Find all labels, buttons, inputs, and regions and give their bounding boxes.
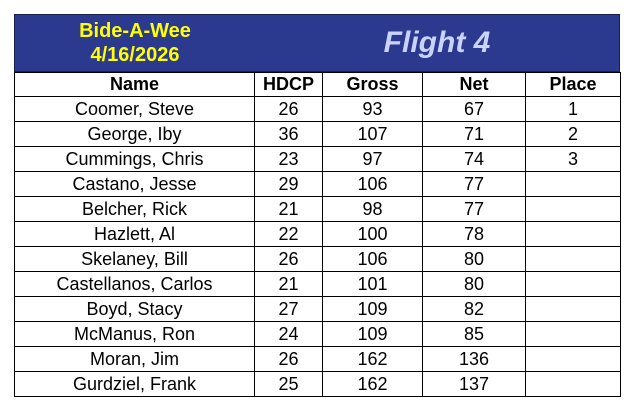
gross-score-cell: 106 (322, 171, 423, 197)
gross-score-cell: 106 (322, 246, 423, 272)
net-score-cell: 80 (422, 246, 526, 272)
place-cell (525, 246, 621, 272)
column-header-hdcp: HDCP (254, 72, 323, 97)
table-row: Cummings, Chris 23 97 74 3 (14, 146, 621, 172)
place-cell (525, 171, 621, 197)
net-score-cell: 80 (422, 271, 526, 297)
table-row: Coomer, Steve 26 93 67 1 (14, 96, 621, 122)
player-name: Hazlett, Al (14, 221, 255, 247)
net-score-cell: 77 (422, 171, 526, 197)
net-score-cell: 82 (422, 296, 526, 322)
table-row: Castellanos, Carlos 21 101 80 (14, 271, 621, 297)
handicap-cell: 24 (254, 321, 323, 347)
table-row: Hazlett, Al 22 100 78 (14, 221, 621, 247)
place-cell (525, 196, 621, 222)
header-row: Name HDCP Gross Net Place (14, 72, 621, 97)
gross-score-cell: 162 (322, 371, 423, 397)
net-score-cell: 67 (422, 96, 526, 122)
flight-title: Flight 4 (383, 26, 491, 59)
gross-score-cell: 162 (322, 346, 423, 372)
column-header-net: Net (422, 72, 526, 97)
column-header-place: Place (525, 72, 621, 97)
handicap-cell: 27 (254, 296, 323, 322)
table-row: Moran, Jim 26 162 136 (14, 346, 621, 372)
gross-score-cell: 109 (322, 296, 423, 322)
player-name: Boyd, Stacy (14, 296, 255, 322)
place-cell (525, 296, 621, 322)
results-sheet: Bide-A-Wee 4/16/2026 Flight 4 Name HDCP … (14, 14, 621, 397)
net-score-cell: 137 (422, 371, 526, 397)
table-row: McManus, Ron 24 109 85 (14, 321, 621, 347)
handicap-cell: 21 (254, 196, 323, 222)
table-row: Belcher, Rick 21 98 77 (14, 196, 621, 222)
player-name: Coomer, Steve (14, 96, 255, 122)
column-header-name: Name (14, 72, 255, 97)
net-score-cell: 77 (422, 196, 526, 222)
handicap-cell: 26 (254, 346, 323, 372)
results-table: Name HDCP Gross Net Place Coomer, Steve … (14, 72, 621, 397)
handicap-cell: 25 (254, 371, 323, 397)
gross-score-cell: 100 (322, 221, 423, 247)
player-name: Gurdziel, Frank (14, 371, 255, 397)
net-score-cell: 71 (422, 121, 526, 147)
table-row: Skelaney, Bill 26 106 80 (14, 246, 621, 272)
handicap-cell: 26 (254, 96, 323, 122)
place-cell: 3 (525, 146, 621, 172)
event-info: Bide-A-Wee 4/16/2026 (15, 15, 255, 71)
handicap-cell: 26 (254, 246, 323, 272)
net-score-cell: 85 (422, 321, 526, 347)
player-name: Castellanos, Carlos (14, 271, 255, 297)
gross-score-cell: 101 (322, 271, 423, 297)
table-row: George, Iby 36 107 71 2 (14, 121, 621, 147)
club-name: Bide-A-Wee (79, 20, 191, 42)
player-name: Skelaney, Bill (14, 246, 255, 272)
handicap-cell: 23 (254, 146, 323, 172)
event-date: 4/16/2026 (90, 44, 180, 66)
table-row: Castano, Jesse 29 106 77 (14, 171, 621, 197)
place-cell (525, 371, 621, 397)
player-name: Castano, Jesse (14, 171, 255, 197)
handicap-cell: 21 (254, 271, 323, 297)
handicap-cell: 36 (254, 121, 323, 147)
gross-score-cell: 97 (322, 146, 423, 172)
player-name: McManus, Ron (14, 321, 255, 347)
handicap-cell: 22 (254, 221, 323, 247)
player-name: Cummings, Chris (14, 146, 255, 172)
player-name: George, Iby (14, 121, 255, 147)
column-header-gross: Gross (322, 72, 423, 97)
player-name: Belcher, Rick (14, 196, 255, 222)
place-cell (525, 321, 621, 347)
table-row: Boyd, Stacy 27 109 82 (14, 296, 621, 322)
gross-score-cell: 98 (322, 196, 423, 222)
handicap-cell: 29 (254, 171, 323, 197)
net-score-cell: 74 (422, 146, 526, 172)
header-banner: Bide-A-Wee 4/16/2026 Flight 4 (14, 14, 620, 72)
place-cell: 1 (525, 96, 621, 122)
place-cell (525, 346, 621, 372)
place-cell: 2 (525, 121, 621, 147)
player-name: Moran, Jim (14, 346, 255, 372)
table-row: Gurdziel, Frank 25 162 137 (14, 371, 621, 397)
gross-score-cell: 107 (322, 121, 423, 147)
net-score-cell: 78 (422, 221, 526, 247)
gross-score-cell: 93 (322, 96, 423, 122)
place-cell (525, 221, 621, 247)
gross-score-cell: 109 (322, 321, 423, 347)
place-cell (525, 271, 621, 297)
net-score-cell: 136 (422, 346, 526, 372)
